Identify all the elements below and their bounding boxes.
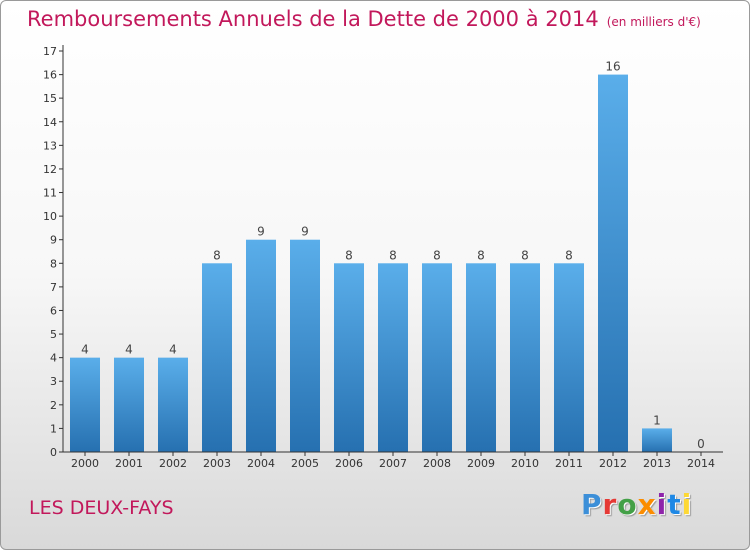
x-tick-label-2008: 2008 — [423, 457, 451, 470]
data-label-2002: 4 — [169, 343, 177, 357]
bar-2003 — [202, 263, 232, 452]
data-label-2013: 1 — [653, 413, 661, 427]
y-tick-label: 2 — [50, 399, 57, 412]
data-label-2006: 8 — [345, 248, 353, 262]
y-tick-label: 13 — [43, 139, 57, 152]
x-tick-label-2013: 2013 — [643, 457, 671, 470]
logo-letter: x — [637, 488, 657, 521]
x-tick-label-2012: 2012 — [599, 457, 627, 470]
bar-2013 — [642, 428, 672, 452]
x-tick-label-2005: 2005 — [291, 457, 319, 470]
y-tick-label: 16 — [43, 69, 57, 82]
x-tick-label-2009: 2009 — [467, 457, 495, 470]
bar-2000 — [70, 357, 100, 452]
x-tick-label-2003: 2003 — [203, 457, 231, 470]
data-label-2012: 16 — [605, 60, 620, 74]
bar-2011 — [554, 263, 584, 452]
chart-title-text: Remboursements Annuels de la Dette de 20… — [27, 7, 599, 31]
y-tick-label: 7 — [50, 281, 57, 294]
bar-2005 — [290, 239, 320, 452]
data-label-2008: 8 — [433, 248, 441, 262]
data-label-2003: 8 — [213, 248, 221, 262]
x-tick-label-2002: 2002 — [159, 457, 187, 470]
y-tick-label: 3 — [50, 375, 57, 388]
data-label-2010: 8 — [521, 248, 529, 262]
x-tick-label-2011: 2011 — [555, 457, 583, 470]
data-label-2005: 9 — [301, 225, 309, 239]
data-label-2011: 8 — [565, 248, 573, 262]
logo-letter: i — [681, 488, 693, 521]
x-axis: 2000 2001 2002 2003 2004 2005 2006 2007 2008 2009… — [63, 451, 723, 470]
logo-letter: o — [617, 488, 638, 521]
proxiti-logo: Proxiti — [581, 488, 692, 521]
y-tick-label: 6 — [50, 304, 57, 317]
bar-2004 — [246, 239, 276, 452]
x-tick-label-2001: 2001 — [115, 457, 143, 470]
logo-letter: P — [581, 488, 603, 521]
y-tick-label: 1 — [50, 422, 57, 435]
y-tick-label: 0 — [50, 446, 57, 459]
data-label-2001: 4 — [125, 343, 133, 357]
bar-2010 — [510, 263, 540, 452]
y-tick-label: 12 — [43, 163, 57, 176]
y-tick-label: 10 — [43, 210, 57, 223]
bar-2012 — [598, 74, 628, 453]
bar-2006 — [334, 263, 364, 452]
logo-letter: i — [656, 488, 668, 521]
data-label-2009: 8 — [477, 248, 485, 262]
x-tick-label-2004: 2004 — [247, 457, 275, 470]
y-tick-label: 14 — [43, 116, 57, 129]
data-label-2007: 8 — [389, 248, 397, 262]
bar-2008 — [422, 263, 452, 452]
x-tick-label-2006: 2006 — [335, 457, 363, 470]
x-tick-label-2010: 2010 — [511, 457, 539, 470]
y-tick-label: 5 — [50, 328, 57, 341]
bar-2007 — [378, 263, 408, 452]
y-tick-label: 17 — [43, 45, 57, 58]
x-tick-label-2014: 2014 — [687, 457, 715, 470]
x-tick-label-2000: 2000 — [71, 457, 99, 470]
y-tick-label: 8 — [50, 257, 57, 270]
logo-letter: t — [667, 488, 682, 521]
bars: 4 4 4 8 9 9 8 8 8 8 8 8 16 1 0 — [70, 60, 705, 453]
bar-2001 — [114, 357, 144, 452]
data-label-2000: 4 — [81, 343, 89, 357]
chart-title: Remboursements Annuels de la Dette de 20… — [27, 7, 701, 31]
x-tick-label-2007: 2007 — [379, 457, 407, 470]
y-tick-label: 15 — [43, 92, 57, 105]
y-tick-label: 11 — [43, 187, 57, 200]
bar-2002 — [158, 357, 188, 452]
logo-letter: r — [602, 488, 618, 521]
chart-subtitle: (en milliers d'€) — [606, 15, 701, 29]
data-label-2014: 0 — [697, 437, 705, 451]
bar-2009 — [466, 263, 496, 452]
commune-name: LES DEUX-FAYS — [29, 497, 174, 519]
y-tick-label: 4 — [50, 352, 57, 365]
data-label-2004: 9 — [257, 225, 265, 239]
y-tick-label: 9 — [50, 234, 57, 247]
